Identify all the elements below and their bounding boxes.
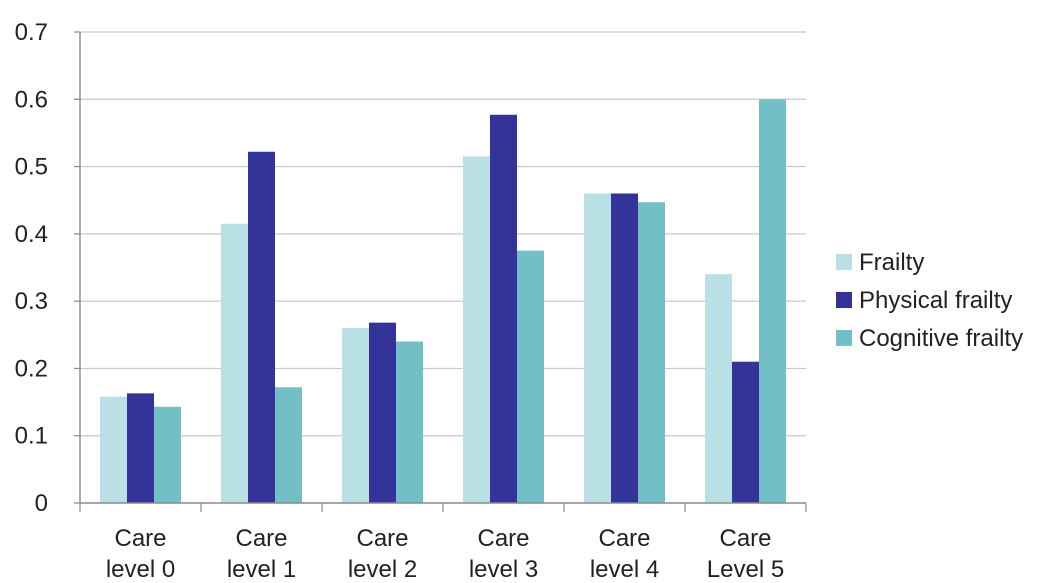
x-tick-label-line: Level 5 (707, 556, 784, 583)
bar-cognitive-frailty (759, 99, 786, 504)
x-tick-label: Care level 0 (106, 525, 175, 583)
x-tick-label-line: Care (719, 525, 771, 552)
bar-physical-frailty (611, 193, 638, 503)
y-tick-label: 0.7 (15, 19, 48, 46)
legend: Frailty Physical frailty Cognitive frailty (836, 249, 1023, 352)
x-tick-labels: Care level 0 Care level 1 Care level 2 Care lev… (106, 525, 784, 583)
x-tick-label-line: level 1 (227, 556, 296, 583)
axes (74, 31, 807, 512)
x-tick-label-line: Care (477, 525, 529, 552)
legend-swatch (836, 330, 852, 346)
x-tick-label: Care level 1 (227, 525, 296, 583)
x-tick-label-line: Care (235, 525, 287, 552)
legend-swatch (836, 254, 852, 270)
x-tick-label-line: Care (114, 525, 166, 552)
bar-physical-frailty (369, 322, 396, 503)
legend-label: Physical frailty (859, 287, 1012, 314)
x-tick-label-line: Care (356, 525, 408, 552)
x-tick-label-line: level 4 (590, 556, 659, 583)
y-tick-label: 0.4 (15, 221, 48, 248)
x-tick-label: Care level 2 (348, 525, 417, 583)
bar-cognitive-frailty (638, 202, 665, 504)
bar-cognitive-frailty (517, 250, 544, 503)
bar-physical-frailty (732, 361, 759, 503)
gridlines (80, 31, 806, 437)
bar-cognitive-frailty (275, 387, 302, 503)
bar-physical-frailty (490, 114, 517, 504)
y-tick-label: 0.3 (15, 288, 48, 315)
x-tick-label-line: level 0 (106, 556, 175, 583)
x-tick-label-line: level 2 (348, 556, 417, 583)
bar-frailty (342, 328, 369, 503)
bar-frailty (463, 156, 490, 503)
legend-label: Frailty (859, 249, 924, 276)
bar-cognitive-frailty (154, 406, 181, 503)
bar-frailty (705, 274, 732, 503)
x-tick-label: Care Level 5 (707, 525, 784, 583)
bar-frailty (100, 396, 127, 503)
bar-physical-frailty (248, 151, 275, 504)
x-tick-label-line: Care (598, 525, 650, 552)
x-tick-label: Care level 3 (469, 525, 538, 583)
y-tick-label: 0.1 (15, 423, 48, 450)
legend-swatch (836, 292, 852, 308)
bar-frailty (221, 223, 248, 503)
bar-physical-frailty (127, 393, 154, 503)
x-tick-label-line: level 3 (469, 556, 538, 583)
y-tick-label: 0.6 (15, 86, 48, 113)
bar-frailty (584, 193, 611, 503)
bars (100, 99, 786, 504)
y-tick-label: 0.5 (15, 154, 48, 181)
y-tick-labels: 0 0.1 0.2 0.3 0.4 0.5 0.6 0.7 (15, 19, 48, 517)
y-tick-label: 0.2 (15, 355, 48, 382)
bar-cognitive-frailty (396, 341, 423, 503)
x-tick-label: Care level 4 (590, 525, 659, 583)
y-tick-label: 0 (35, 490, 48, 517)
legend-label: Cognitive frailty (859, 325, 1023, 352)
